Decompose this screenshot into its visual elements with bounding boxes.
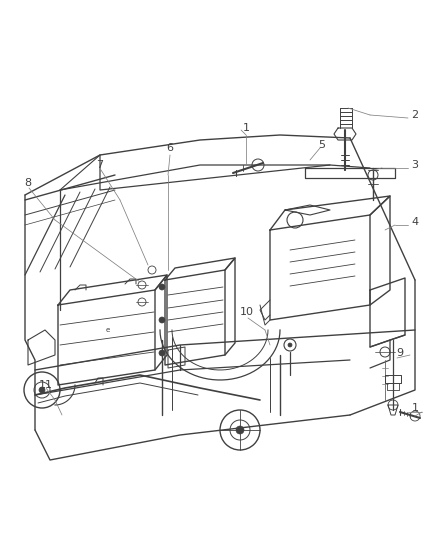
Text: 6: 6 <box>166 143 173 153</box>
Text: 2: 2 <box>410 110 417 120</box>
Text: 11: 11 <box>39 380 53 390</box>
Text: 8: 8 <box>25 178 32 188</box>
Text: 1: 1 <box>410 403 417 413</box>
Text: e: e <box>106 327 110 333</box>
Text: 3: 3 <box>410 160 417 170</box>
Text: 1: 1 <box>242 123 249 133</box>
Text: 4: 4 <box>410 217 417 227</box>
Text: 7: 7 <box>96 160 103 170</box>
Circle shape <box>236 426 244 434</box>
Circle shape <box>287 343 291 347</box>
Circle shape <box>159 317 165 323</box>
Circle shape <box>39 387 45 393</box>
Circle shape <box>159 284 165 290</box>
Circle shape <box>159 350 165 356</box>
Text: 5: 5 <box>318 140 325 150</box>
Text: 9: 9 <box>396 348 403 358</box>
Text: 10: 10 <box>240 307 254 317</box>
